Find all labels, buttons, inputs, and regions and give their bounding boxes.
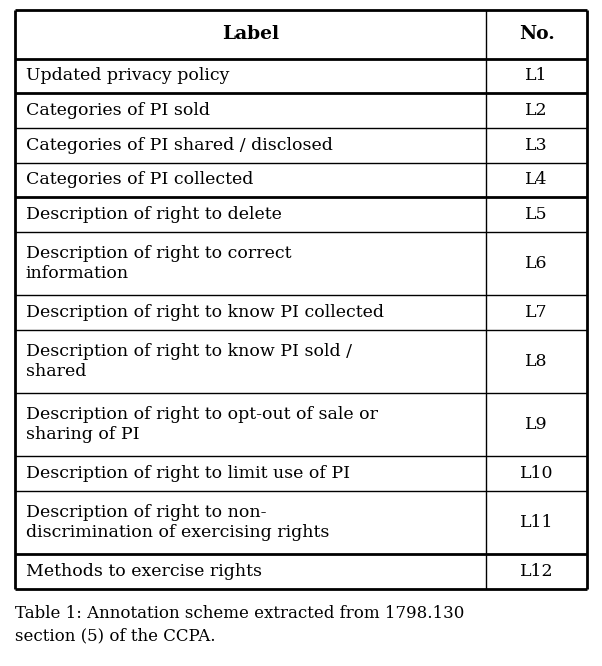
- Text: Description of right to limit use of PI: Description of right to limit use of PI: [26, 465, 350, 482]
- Text: L6: L6: [526, 255, 548, 272]
- Text: No.: No.: [519, 25, 554, 43]
- Bar: [15, 554, 486, 589]
- Bar: [15, 197, 486, 232]
- Bar: [486, 554, 587, 589]
- Bar: [486, 10, 587, 59]
- Text: L2: L2: [526, 102, 548, 119]
- Bar: [486, 456, 587, 491]
- Bar: [486, 232, 587, 295]
- Text: L11: L11: [520, 514, 553, 531]
- Bar: [15, 232, 486, 295]
- Text: Description of right to opt-out of sale or
sharing of PI: Description of right to opt-out of sale …: [26, 406, 378, 443]
- Bar: [15, 10, 486, 59]
- Bar: [486, 491, 587, 554]
- Bar: [15, 295, 486, 330]
- Bar: [15, 59, 486, 93]
- Text: Description of right to know PI collected: Description of right to know PI collecte…: [26, 304, 384, 321]
- Bar: [15, 128, 486, 163]
- Bar: [486, 59, 587, 93]
- Bar: [15, 491, 486, 554]
- Bar: [15, 330, 486, 393]
- Text: Description of right to correct
information: Description of right to correct informat…: [26, 245, 291, 282]
- Text: L12: L12: [520, 563, 553, 580]
- Bar: [15, 163, 486, 197]
- Bar: [486, 295, 587, 330]
- Text: Description of right to non-
discrimination of exercising rights: Description of right to non- discriminat…: [26, 504, 329, 541]
- Bar: [486, 163, 587, 197]
- Text: Methods to exercise rights: Methods to exercise rights: [26, 563, 262, 580]
- Text: Categories of PI shared / disclosed: Categories of PI shared / disclosed: [26, 137, 333, 154]
- Bar: [486, 93, 587, 128]
- Text: Table 1: Annotation scheme extracted from 1798.130
section (5) of the CCPA.: Table 1: Annotation scheme extracted fro…: [15, 605, 464, 645]
- Bar: [15, 93, 486, 128]
- Text: L3: L3: [526, 137, 548, 154]
- Text: Categories of PI sold: Categories of PI sold: [26, 102, 210, 119]
- Bar: [15, 456, 486, 491]
- Bar: [486, 393, 587, 456]
- Text: L8: L8: [526, 353, 548, 370]
- Text: Description of right to delete: Description of right to delete: [26, 206, 282, 223]
- Bar: [486, 197, 587, 232]
- Text: L10: L10: [520, 465, 553, 482]
- Text: L5: L5: [526, 206, 548, 223]
- Text: Updated privacy policy: Updated privacy policy: [26, 67, 229, 85]
- Text: L1: L1: [526, 67, 548, 85]
- Text: Categories of PI collected: Categories of PI collected: [26, 171, 253, 188]
- Bar: [486, 128, 587, 163]
- Text: L7: L7: [526, 304, 548, 321]
- Bar: [15, 393, 486, 456]
- Bar: [486, 330, 587, 393]
- Text: Description of right to know PI sold /
shared: Description of right to know PI sold / s…: [26, 343, 352, 380]
- Text: L4: L4: [526, 171, 548, 188]
- Text: L9: L9: [526, 416, 548, 433]
- Text: Label: Label: [222, 25, 279, 43]
